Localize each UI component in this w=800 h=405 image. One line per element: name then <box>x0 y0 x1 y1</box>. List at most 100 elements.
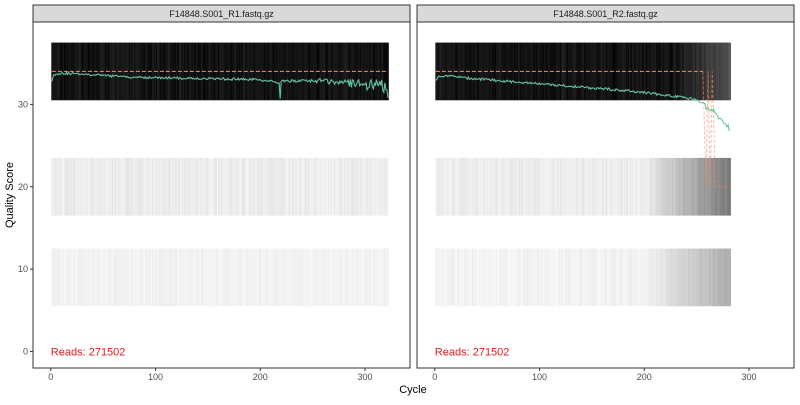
x-tick-label: 0 <box>432 372 437 382</box>
heat-cell <box>165 157 167 216</box>
heat-cell <box>164 157 166 216</box>
heat-cell <box>525 248 527 307</box>
heat-cell <box>109 157 112 216</box>
heat-cell <box>146 248 148 307</box>
heat-cell <box>678 248 680 307</box>
heat-cell <box>531 157 534 216</box>
heat-cell <box>463 42 465 101</box>
heat-cell <box>557 157 560 216</box>
heat-cell <box>235 248 237 307</box>
heat-cell <box>518 42 520 101</box>
heat-cell <box>62 157 65 216</box>
heat-cell <box>657 157 659 216</box>
heat-cell <box>144 157 146 216</box>
heat-cell <box>262 157 265 216</box>
heat-cell <box>108 157 111 216</box>
heat-cell <box>187 157 189 216</box>
heat-cell <box>595 248 597 307</box>
heat-cell <box>375 248 378 307</box>
heat-cell <box>179 248 181 307</box>
heat-cell <box>617 248 619 307</box>
heat-cell <box>150 157 153 216</box>
heat-cell <box>452 157 454 216</box>
heat-cell <box>713 157 716 216</box>
heat-cell <box>696 248 698 307</box>
heat-cell <box>616 248 618 307</box>
heat-cell <box>547 42 549 101</box>
heat-cell <box>573 248 575 307</box>
heat-cell <box>566 42 568 101</box>
heat-cell <box>300 248 302 307</box>
heat-cell <box>498 157 500 216</box>
heat-cell <box>695 157 697 216</box>
heat-cell <box>69 42 71 101</box>
heat-cell <box>200 248 202 307</box>
heat-cell <box>330 157 333 216</box>
heat-cell <box>651 248 653 307</box>
heat-cell <box>581 157 584 216</box>
heat-cell <box>679 42 681 101</box>
heat-cell <box>608 157 610 216</box>
heat-cell <box>669 248 672 307</box>
heat-cell <box>289 248 291 307</box>
heat-cell <box>210 157 212 216</box>
heat-cell <box>322 157 324 216</box>
heat-cell <box>535 157 538 216</box>
heat-cell <box>136 157 138 216</box>
heat-cell <box>245 248 247 307</box>
heat-cell <box>603 248 606 307</box>
heat-cell <box>159 157 161 216</box>
heat-cell <box>619 248 621 307</box>
heat-cell <box>121 42 123 101</box>
heat-cell <box>52 248 54 307</box>
heat-cell <box>351 248 354 307</box>
heat-cell <box>439 42 441 101</box>
heat-cell <box>500 157 502 216</box>
heat-cell <box>482 157 484 216</box>
heat-cell <box>336 157 338 216</box>
heat-cell <box>182 42 184 101</box>
heat-cell <box>106 248 109 307</box>
heat-cell <box>223 157 225 216</box>
heat-cell <box>527 248 529 307</box>
heat-cell <box>667 157 670 216</box>
heat-cell <box>206 248 208 307</box>
heat-cell <box>194 157 197 216</box>
heat-cell <box>128 157 131 216</box>
heat-cell <box>452 248 454 307</box>
heat-cell <box>357 42 359 101</box>
heat-cell <box>301 157 303 216</box>
heat-cell <box>362 157 364 216</box>
heat-cell <box>341 157 343 216</box>
heat-cell <box>564 157 566 216</box>
heat-cell <box>277 42 279 101</box>
heat-cell <box>528 248 530 307</box>
heat-cell <box>151 42 154 101</box>
heat-cell <box>181 157 183 216</box>
x-axis: 0 100 200 300 <box>48 368 372 382</box>
heat-cell <box>219 248 222 307</box>
heat-cell <box>136 248 138 307</box>
heat-cell <box>375 157 378 216</box>
heat-cell <box>621 157 624 216</box>
heat-cell <box>222 157 224 216</box>
heat-cell <box>71 157 73 216</box>
heat-cell <box>643 248 646 307</box>
heat-cell <box>283 42 286 101</box>
heat-cell <box>236 157 239 216</box>
heat-cell <box>112 248 114 307</box>
heat-cell <box>683 157 685 216</box>
heat-cell <box>656 42 658 101</box>
heat-cell <box>161 157 163 216</box>
heat-cell <box>62 42 65 101</box>
heat-cell <box>503 248 505 307</box>
heat-cell <box>296 42 298 101</box>
heat-cell <box>483 157 485 216</box>
heat-cell <box>70 157 72 216</box>
heat-cell <box>180 248 182 307</box>
heat-cell <box>183 157 185 216</box>
heat-cell <box>599 248 602 307</box>
heat-cell <box>510 248 513 307</box>
heat-cell <box>517 248 519 307</box>
heat-cell <box>495 42 497 101</box>
